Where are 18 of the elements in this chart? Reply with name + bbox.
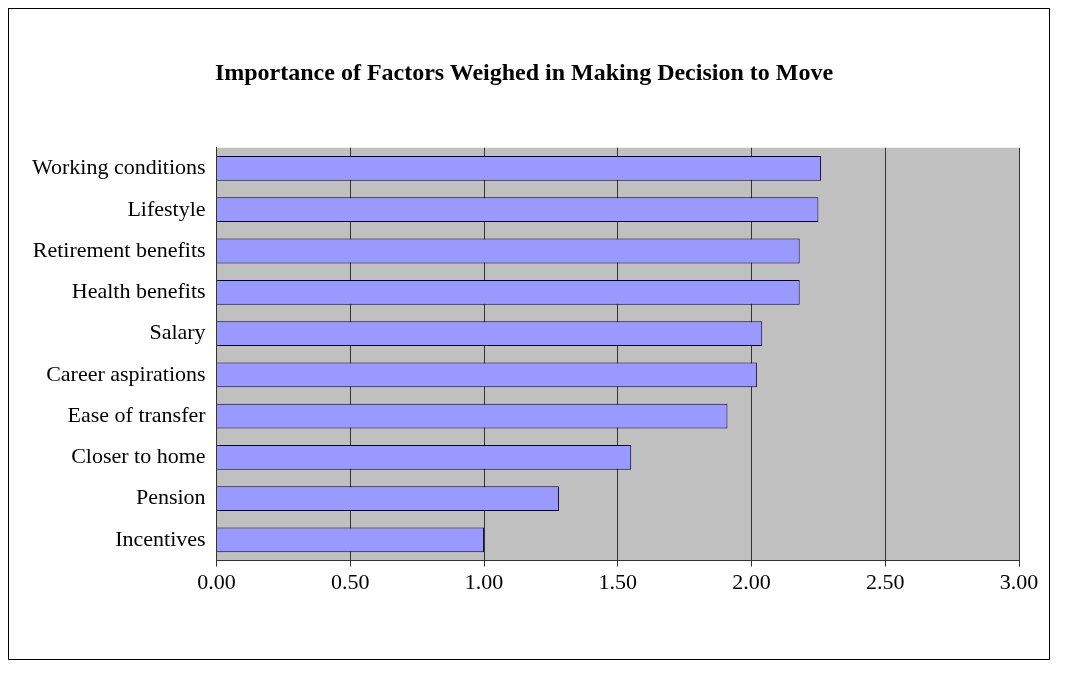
- x-tick-label: 1.00: [464, 568, 504, 594]
- x-tick-label: 0.00: [197, 568, 236, 594]
- x-tick-label: 3.00: [999, 568, 1039, 594]
- x-tick-label: 1.50: [598, 568, 638, 594]
- y-tick-label: Salary: [149, 319, 206, 345]
- y-tick-label: Closer to home: [71, 443, 206, 469]
- y-tick-label: Retirement benefits: [32, 236, 206, 262]
- y-tick-label: Career aspirations: [46, 360, 206, 386]
- y-tick-label: Pension: [135, 484, 206, 510]
- y-tick-label: Working conditions: [32, 154, 206, 180]
- x-tick-label: 2.50: [866, 568, 905, 594]
- y-tick-label: Health benefits: [71, 278, 206, 304]
- y-tick-label: Incentives: [115, 525, 206, 551]
- y-tick-label: Lifestyle: [127, 195, 206, 221]
- chart-title: Importance of Factors Weighed in Making Decision to Move: [214, 58, 834, 85]
- x-tick-label: 2.00: [732, 568, 771, 594]
- x-tick-label: 0.50: [331, 568, 370, 594]
- y-tick-label: Ease of transfer: [67, 401, 207, 427]
